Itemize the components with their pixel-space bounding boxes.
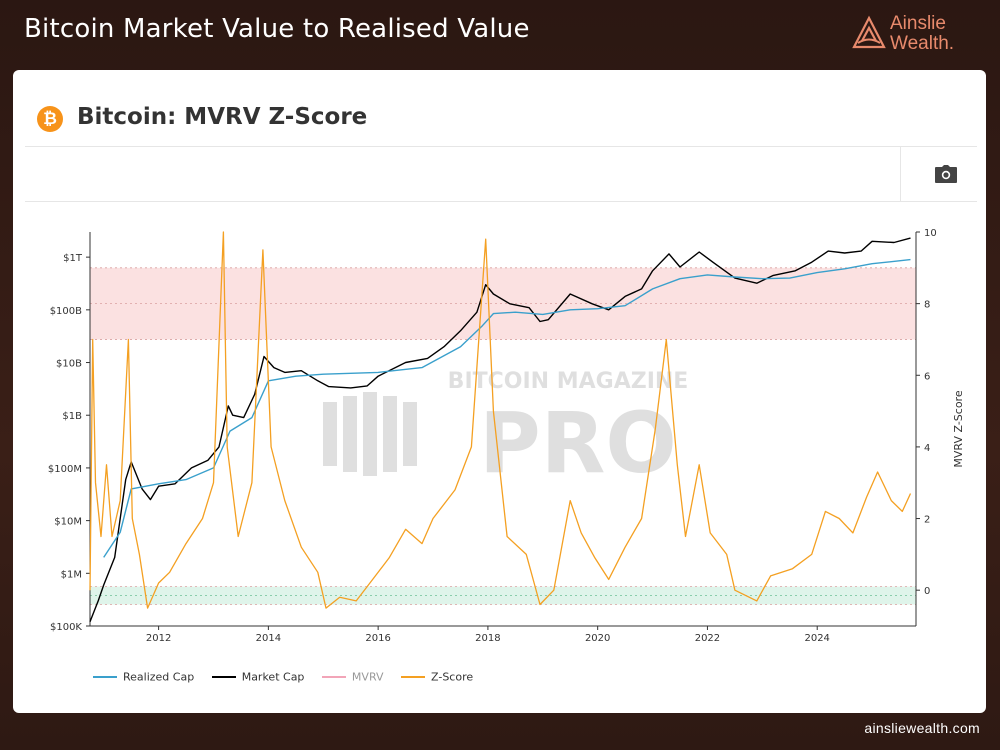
chart-toolbar <box>25 146 977 202</box>
right-tick-label: 8 <box>924 300 930 311</box>
legend-item-z-score[interactable]: Z-Score <box>401 670 473 684</box>
band-undervalued <box>90 586 916 605</box>
x-tick-label: 2016 <box>365 633 390 644</box>
legend-label: MVRV <box>351 670 384 684</box>
legend-item-market-cap[interactable]: Market Cap <box>211 670 305 684</box>
right-tick-label: 4 <box>924 443 930 454</box>
brand-name-line2: Wealth. <box>890 33 955 54</box>
right-tick-label: 10 <box>924 228 937 239</box>
card-header: ₿ Bitcoin: MVRV Z-Score <box>25 95 965 145</box>
bitcoin-icon: ₿ <box>37 106 63 132</box>
chart-legend: Realized Cap Market Cap MVRV Z-Score <box>93 670 593 690</box>
legend-label: Realized Cap <box>123 670 195 684</box>
legend-swatch <box>321 676 346 678</box>
x-tick-label: 2024 <box>804 633 829 644</box>
camera-icon[interactable] <box>935 165 957 183</box>
legend-swatch <box>93 676 117 678</box>
left-tick-label: $1T <box>63 253 83 264</box>
left-tick-label: $10M <box>54 517 82 528</box>
legend-label: Z-Score <box>431 670 474 684</box>
legend-swatch <box>211 676 236 678</box>
page-title: Bitcoin Market Value to Realised Value <box>24 14 530 44</box>
brand-logo[interactable]: Ainslie Wealth. <box>850 12 980 56</box>
legend-item-realized-cap[interactable]: Realized Cap <box>93 670 194 684</box>
right-tick-label: 0 <box>924 586 930 597</box>
legend-swatch <box>401 676 426 678</box>
legend-item-mvrv[interactable]: MVRV <box>321 670 384 684</box>
left-tick-label: $1M <box>61 569 82 580</box>
band-overvalued <box>90 267 916 340</box>
right-tick-label: 2 <box>924 515 930 526</box>
x-tick-label: 2012 <box>146 633 171 644</box>
chart-title: Bitcoin: MVRV Z-Score <box>77 104 368 130</box>
right-tick-label: 6 <box>924 371 930 382</box>
left-tick-label: $1B <box>62 411 82 422</box>
left-tick-label: $100B <box>50 306 82 317</box>
watermark-line2: PRO <box>479 394 677 492</box>
left-tick-label: $100M <box>48 464 82 475</box>
ainslie-logo-icon <box>852 15 886 49</box>
series-market-cap-line <box>89 237 911 623</box>
series-z-score-line <box>89 231 912 609</box>
left-tick-label: $100K <box>50 622 82 633</box>
legend-label: Market Cap <box>241 670 305 684</box>
watermark-logo-icon <box>323 392 417 476</box>
x-tick-label: 2022 <box>695 633 720 644</box>
chart-card: ₿ Bitcoin: MVRV Z-Score BITCOIN MAGAZINE… <box>13 70 986 713</box>
x-tick-label: 2014 <box>256 633 281 644</box>
footer-url[interactable]: ainsliewealth.com <box>864 720 980 736</box>
x-tick-label: 2020 <box>585 633 610 644</box>
mvrv-zscore-chart[interactable]: BITCOIN MAGAZINE PRO $100K $1M $10M $100M $1… <box>13 70 986 650</box>
toolbar-divider <box>900 147 901 201</box>
watermark-line1: BITCOIN MAGAZINE <box>448 369 689 394</box>
left-tick-label: $10B <box>56 359 82 370</box>
x-tick-label: 2018 <box>475 633 500 644</box>
right-axis-label: MVRV Z-Score <box>952 390 965 467</box>
brand-name-line1: Ainslie <box>890 13 946 34</box>
